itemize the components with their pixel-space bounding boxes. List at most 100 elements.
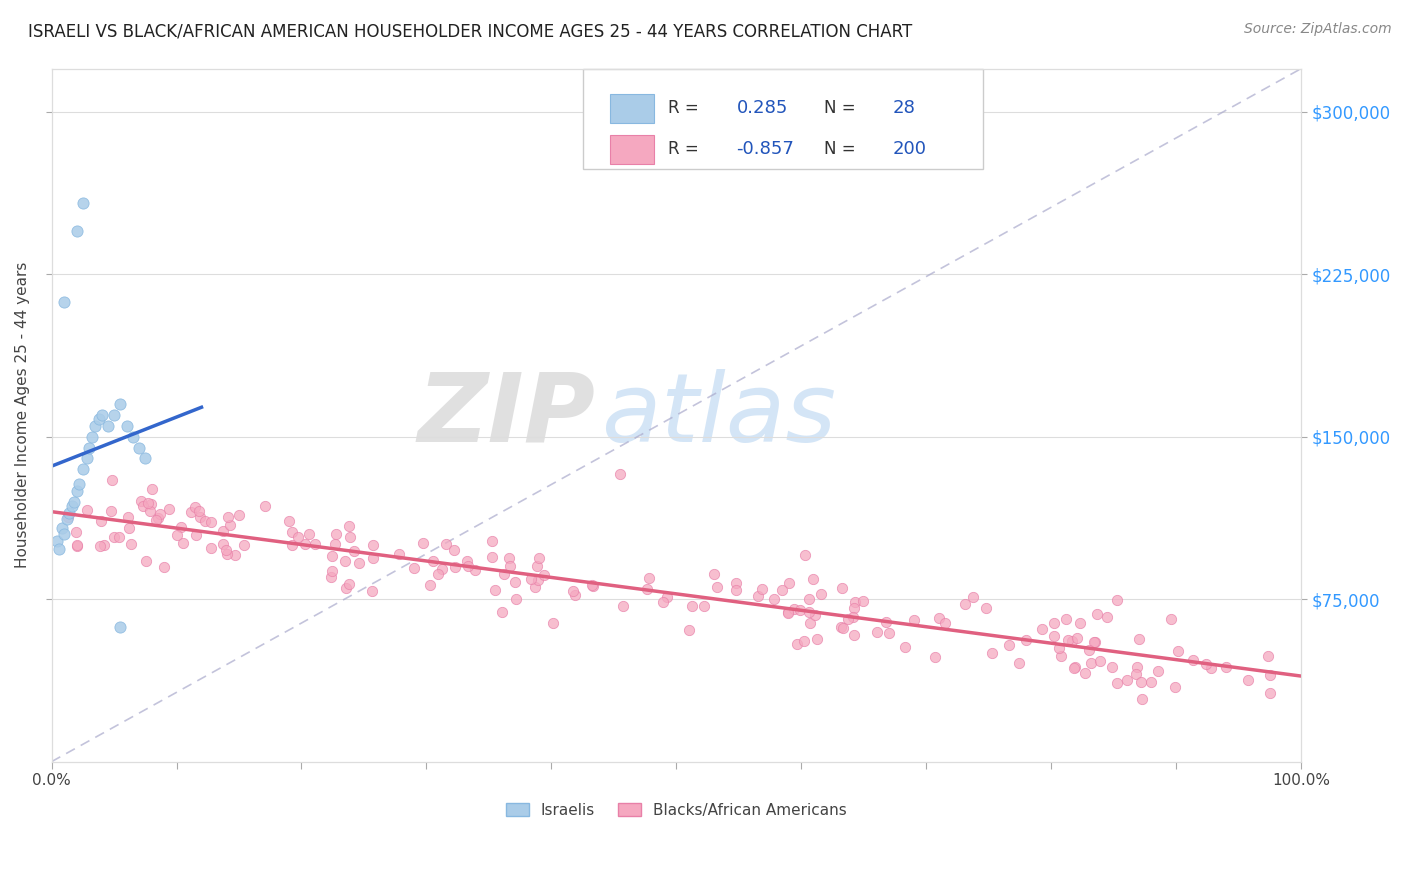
- Point: [1128, 632, 1150, 646]
- Point: [361, 538, 384, 552]
- Point: [215, 547, 238, 561]
- Point: [172, 536, 194, 550]
- Point: [797, 605, 820, 619]
- Point: [361, 584, 384, 599]
- Text: 28: 28: [893, 99, 915, 118]
- Point: [115, 418, 138, 433]
- Point: [801, 572, 824, 586]
- Point: [45, 533, 67, 548]
- Point: [224, 548, 246, 562]
- Point: [1130, 674, 1153, 689]
- Point: [1050, 648, 1073, 663]
- Point: [170, 520, 193, 534]
- Point: [844, 595, 866, 609]
- Point: [1047, 641, 1070, 656]
- Point: [832, 621, 855, 635]
- Point: [281, 525, 304, 540]
- Point: [903, 613, 925, 627]
- Point: [321, 570, 343, 584]
- Point: [89, 539, 111, 553]
- Point: [1101, 660, 1123, 674]
- Point: [141, 483, 163, 497]
- Point: [582, 579, 605, 593]
- Point: [180, 504, 202, 518]
- Point: [129, 493, 152, 508]
- Point: [1181, 652, 1204, 666]
- Point: [304, 537, 326, 551]
- Point: [789, 603, 811, 617]
- Text: R =: R =: [668, 140, 703, 158]
- Point: [636, 582, 658, 596]
- Point: [432, 562, 454, 576]
- FancyBboxPatch shape: [610, 135, 654, 163]
- Legend: Israelis, Blacks/African Americans: Israelis, Blacks/African Americans: [499, 797, 853, 824]
- Point: [388, 547, 411, 561]
- Point: [1090, 655, 1112, 669]
- Point: [1105, 592, 1128, 607]
- Point: [1069, 616, 1091, 631]
- Point: [1215, 660, 1237, 674]
- Point: [1063, 661, 1085, 675]
- Point: [481, 549, 503, 564]
- Point: [804, 608, 827, 623]
- Point: [335, 581, 357, 595]
- Point: [456, 554, 478, 568]
- FancyBboxPatch shape: [610, 94, 654, 123]
- Point: [875, 615, 897, 629]
- Point: [55, 512, 77, 526]
- Point: [1085, 607, 1108, 621]
- Point: [337, 519, 360, 533]
- Point: [200, 515, 222, 529]
- FancyBboxPatch shape: [582, 69, 983, 169]
- Point: [541, 615, 564, 630]
- Text: 0.285: 0.285: [737, 99, 787, 118]
- Point: [1064, 660, 1087, 674]
- Point: [1195, 657, 1218, 672]
- Point: [118, 521, 141, 535]
- Point: [1080, 656, 1102, 670]
- Point: [1031, 622, 1053, 636]
- Point: [793, 548, 815, 562]
- Point: [678, 623, 700, 637]
- Point: [797, 592, 820, 607]
- Point: [145, 513, 167, 527]
- Point: [84, 418, 107, 433]
- Point: [1084, 635, 1107, 649]
- Text: Source: ZipAtlas.com: Source: ZipAtlas.com: [1244, 22, 1392, 37]
- Point: [101, 473, 124, 487]
- Point: [190, 510, 212, 524]
- Point: [527, 550, 550, 565]
- Point: [776, 605, 799, 619]
- Point: [1078, 643, 1101, 657]
- Point: [53, 527, 76, 541]
- Point: [136, 496, 159, 510]
- Point: [1126, 660, 1149, 674]
- Point: [333, 554, 356, 568]
- Point: [498, 550, 520, 565]
- Point: [194, 514, 217, 528]
- Text: R =: R =: [668, 99, 703, 118]
- Point: [200, 541, 222, 555]
- Point: [609, 467, 631, 481]
- Point: [484, 583, 506, 598]
- Point: [526, 558, 548, 573]
- Point: [799, 615, 821, 630]
- Point: [157, 502, 180, 516]
- Point: [217, 509, 239, 524]
- Text: 200: 200: [893, 140, 927, 158]
- Point: [323, 536, 346, 550]
- Point: [852, 594, 875, 608]
- Point: [287, 530, 309, 544]
- Point: [76, 502, 98, 516]
- Point: [321, 564, 343, 578]
- Point: [783, 602, 806, 616]
- Point: [117, 510, 139, 524]
- Point: [1258, 686, 1281, 700]
- Point: [90, 514, 112, 528]
- Point: [980, 646, 1002, 660]
- Point: [100, 504, 122, 518]
- Point: [1125, 667, 1147, 681]
- Point: [219, 517, 242, 532]
- Point: [1060, 633, 1083, 648]
- Point: [810, 587, 832, 601]
